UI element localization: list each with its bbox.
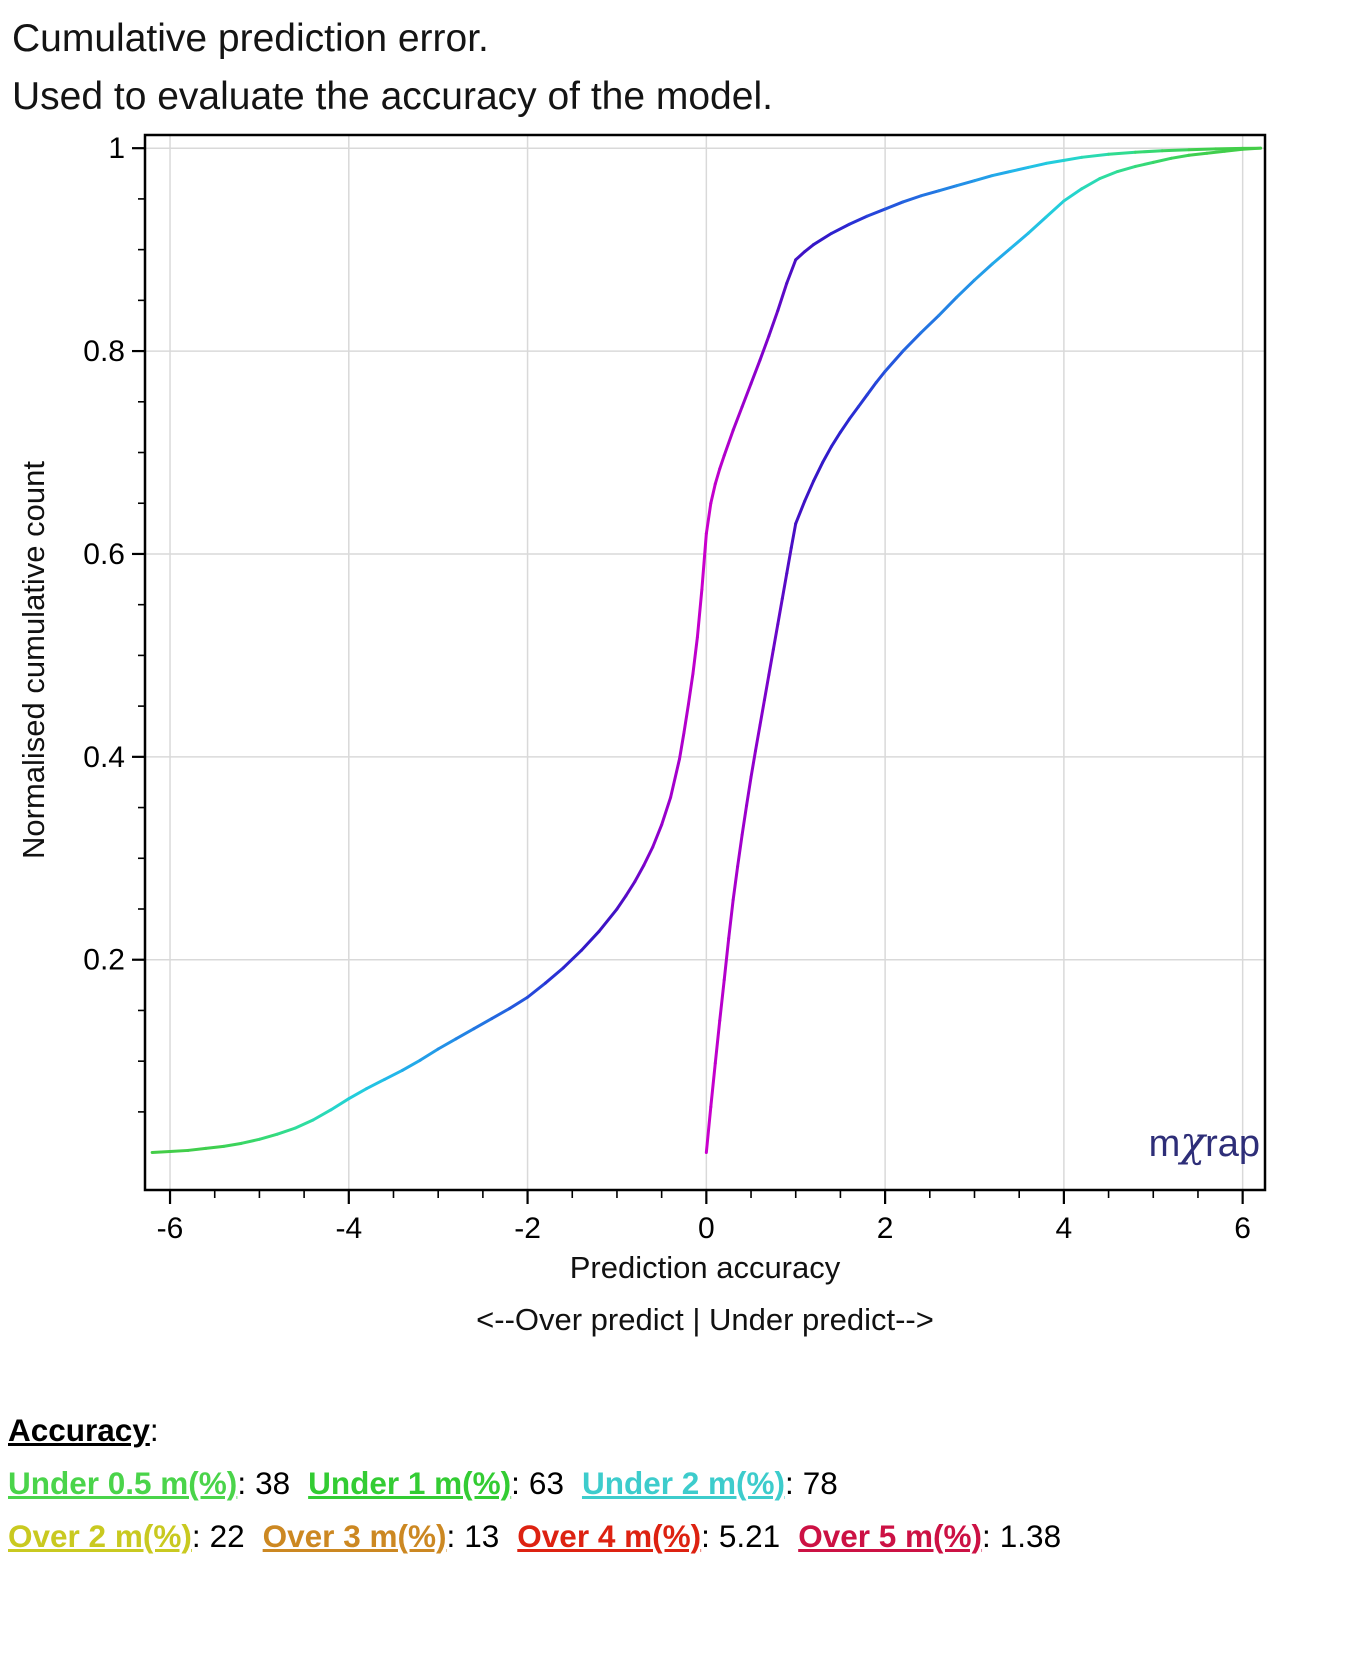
stat-label-over-4m: Over 4 m(%): [517, 1518, 702, 1554]
stat-colon: :: [982, 1518, 991, 1554]
y-tick-label: 1: [108, 132, 125, 165]
chart-title-line2: Used to evaluate the accuracy of the mod…: [12, 75, 773, 118]
stat-colon: :: [191, 1518, 201, 1554]
accuracy-heading-line: Accuracy:: [8, 1404, 1079, 1457]
plot-frame: [143, 133, 1267, 1192]
stat-value-over-3m: 13: [464, 1518, 500, 1554]
y-tick-label: 0.6: [83, 538, 125, 571]
stat-colon: :: [237, 1465, 247, 1501]
mxrap-logo: mχrap: [1149, 1118, 1260, 1166]
logo-rap: rap: [1205, 1123, 1260, 1165]
x-tick-label: -2: [514, 1212, 541, 1245]
stat-label-under-1m: Under 1 m(%): [308, 1465, 512, 1501]
stat-value-over-2m: 22: [209, 1518, 245, 1554]
over-stats-line: Over 2 m(%): 22 Over 3 m(%): 13 Over 4 m(%):…: [8, 1510, 1079, 1563]
stat-colon: :: [446, 1518, 456, 1554]
accuracy-heading-colon: :: [149, 1412, 159, 1448]
gridlines: [145, 135, 1265, 1190]
stat-value-over-5m: 1.38: [999, 1518, 1062, 1554]
stat-label-under-0-5m: Under 0.5 m(%): [8, 1465, 238, 1501]
x-tick-label: 4: [1056, 1212, 1073, 1245]
stat-value-under-1m: 63: [528, 1465, 564, 1501]
y-axis-label: Normalised cumulative count: [16, 460, 51, 860]
y-tick-label: 0.2: [83, 944, 125, 977]
x-axis-label: Prediction accuracy: [569, 1250, 841, 1285]
stat-label-over-5m: Over 5 m(%): [798, 1518, 983, 1554]
x-tick-label: 2: [877, 1212, 894, 1245]
axis-ticks: [132, 147, 1244, 1204]
x-tick-label: 6: [1234, 1212, 1251, 1245]
stat-value-over-4m: 5.21: [718, 1518, 781, 1554]
stat-value-under-2m: 78: [802, 1465, 838, 1501]
logo-chi-icon: χ: [1180, 1118, 1206, 1166]
under-stats-line: Under 0.5 m(%): 38 Under 1 m(%): 63 Under 2 …: [8, 1457, 1079, 1510]
plot-area: -6 -4 -2 0 2 4 6 0.2 0.4 0.6 0.8 1: [83, 132, 1267, 1245]
x-tick-label: -4: [335, 1212, 362, 1245]
stat-colon: :: [511, 1465, 520, 1501]
accuracy-heading: Accuracy: [8, 1412, 150, 1448]
y-tick-labels: 0.2 0.4 0.6 0.8 1: [83, 132, 125, 977]
stat-colon: :: [785, 1465, 794, 1501]
stat-label-under-2m: Under 2 m(%): [581, 1465, 785, 1501]
logo-m: m: [1148, 1123, 1181, 1165]
x-tick-label: -6: [157, 1212, 184, 1245]
x-axis-sublabel: <--Over predict | Under predict-->: [476, 1302, 934, 1337]
x-tick-label: 0: [698, 1212, 715, 1245]
chart-title-line1: Cumulative prediction error.: [12, 17, 489, 60]
stat-colon: :: [701, 1518, 710, 1554]
curve-signed-error-cdf: [150, 146, 1263, 1154]
accuracy-stats: Accuracy: Under 0.5 m(%): 38 Under 1 m(%):…: [8, 1404, 1079, 1563]
stat-label-over-3m: Over 3 m(%): [262, 1518, 447, 1554]
stat-value-under-0-5m: 38: [255, 1465, 291, 1501]
chart-title: Cumulative prediction error. Used to eva…: [12, 10, 773, 126]
y-tick-label: 0.4: [83, 741, 125, 774]
curve-absolute-error-cdf: [704, 146, 1263, 1154]
y-tick-label: 0.8: [83, 335, 125, 368]
stat-label-over-2m: Over 2 m(%): [8, 1518, 192, 1554]
x-tick-labels: -6 -4 -2 0 2 4 6: [157, 1212, 1251, 1245]
